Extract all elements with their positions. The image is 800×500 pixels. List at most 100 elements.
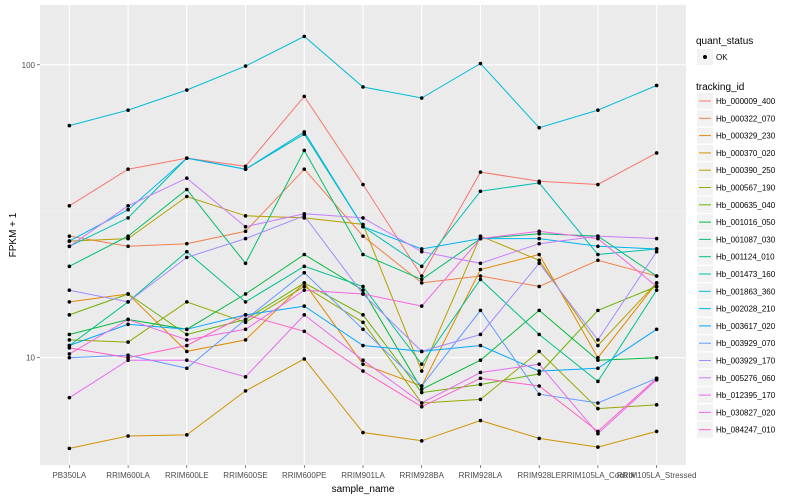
x-tick-label: RRIM928LA — [459, 471, 503, 480]
data-point — [185, 194, 189, 199]
data-point — [302, 313, 307, 317]
data-point — [654, 327, 659, 332]
data-point — [478, 189, 483, 194]
data-point — [126, 244, 130, 249]
data-point — [537, 372, 541, 376]
legend-shape-title: quant_status — [696, 36, 753, 47]
legend-series-label: Hb_030827_020 — [716, 408, 776, 417]
data-point — [596, 234, 600, 238]
legend-series-label: Hb_000322_070 — [716, 114, 776, 123]
data-point — [243, 229, 248, 234]
data-point — [419, 384, 424, 388]
data-point — [243, 292, 248, 296]
data-point — [302, 130, 307, 134]
data-point — [302, 270, 307, 275]
data-point — [537, 308, 541, 313]
data-point — [654, 83, 659, 88]
data-point — [302, 288, 307, 292]
data-point — [654, 429, 659, 434]
data-point — [243, 64, 248, 68]
data-point — [419, 249, 424, 254]
data-point — [361, 288, 365, 292]
data-point — [126, 322, 130, 327]
x-axis: PB350LA RRIM600LA RRIM600LE RRIM600SE RRIM60… — [52, 465, 696, 480]
data-point — [596, 258, 600, 263]
data-point — [596, 358, 600, 363]
data-point — [185, 327, 189, 332]
data-point — [67, 395, 72, 400]
data-point — [654, 151, 659, 155]
data-point — [126, 203, 130, 208]
x-tick-label: RRIM600PE — [282, 471, 326, 480]
data-point — [361, 369, 365, 373]
data-point — [243, 236, 248, 241]
data-point — [596, 406, 600, 411]
data-point — [302, 94, 307, 99]
data-point — [185, 338, 189, 342]
legend-series-label: Hb_000567_190 — [716, 184, 776, 193]
x-tick-label: PB350LA — [52, 471, 86, 480]
data-point — [654, 247, 659, 251]
data-point — [596, 244, 600, 249]
data-point — [243, 164, 248, 169]
x-axis-title: sample_name — [332, 484, 395, 495]
data-point — [419, 247, 424, 251]
data-point — [654, 236, 659, 241]
data-point — [361, 343, 365, 348]
data-point — [537, 241, 541, 246]
legend-series-label: Hb_003929_070 — [716, 339, 776, 348]
data-point — [478, 267, 483, 272]
data-point — [302, 167, 307, 172]
data-point — [596, 108, 600, 112]
data-point — [361, 362, 365, 366]
data-point — [302, 281, 307, 285]
data-point — [654, 274, 659, 278]
data-point — [185, 187, 189, 192]
data-point — [126, 234, 130, 238]
data-point — [419, 390, 424, 395]
data-point — [478, 261, 483, 266]
data-point — [419, 264, 424, 269]
data-point — [537, 181, 541, 185]
data-point — [67, 203, 72, 208]
data-point — [67, 234, 72, 238]
data-point — [537, 229, 541, 234]
data-point — [67, 288, 72, 292]
legend-series-label: Hb_002028_210 — [716, 305, 776, 314]
legend-series-label: Hb_001087_030 — [716, 235, 776, 244]
data-point — [537, 384, 541, 388]
legend-series-label: Hb_003929_170 — [716, 357, 776, 366]
data-point — [537, 369, 541, 373]
data-point — [478, 170, 483, 174]
data-point — [126, 236, 130, 241]
data-point — [185, 358, 189, 363]
legend-series-label: Hb_003617_020 — [716, 322, 776, 331]
data-point — [654, 288, 659, 292]
data-point — [596, 429, 600, 434]
legend-point-key — [703, 55, 707, 59]
data-point — [419, 304, 424, 308]
data-point — [419, 369, 424, 373]
legend-series-label: Hb_000329_230 — [716, 132, 776, 141]
data-point — [596, 252, 600, 257]
data-point — [243, 313, 248, 317]
data-point — [537, 392, 541, 397]
data-point — [185, 433, 189, 437]
legend-series-label: Hb_084247_010 — [716, 426, 776, 435]
data-point — [419, 387, 424, 392]
data-point — [478, 234, 483, 238]
data-point — [596, 182, 600, 187]
data-point — [361, 358, 365, 363]
data-point — [126, 207, 130, 212]
data-point — [185, 332, 189, 337]
data-point — [243, 320, 248, 325]
data-point — [185, 176, 189, 180]
data-point — [302, 148, 307, 153]
data-point — [243, 317, 248, 322]
y-tick-label: 100 — [22, 61, 36, 70]
data-point — [596, 355, 600, 360]
data-point — [537, 349, 541, 354]
data-point — [596, 236, 600, 241]
data-point — [537, 332, 541, 337]
